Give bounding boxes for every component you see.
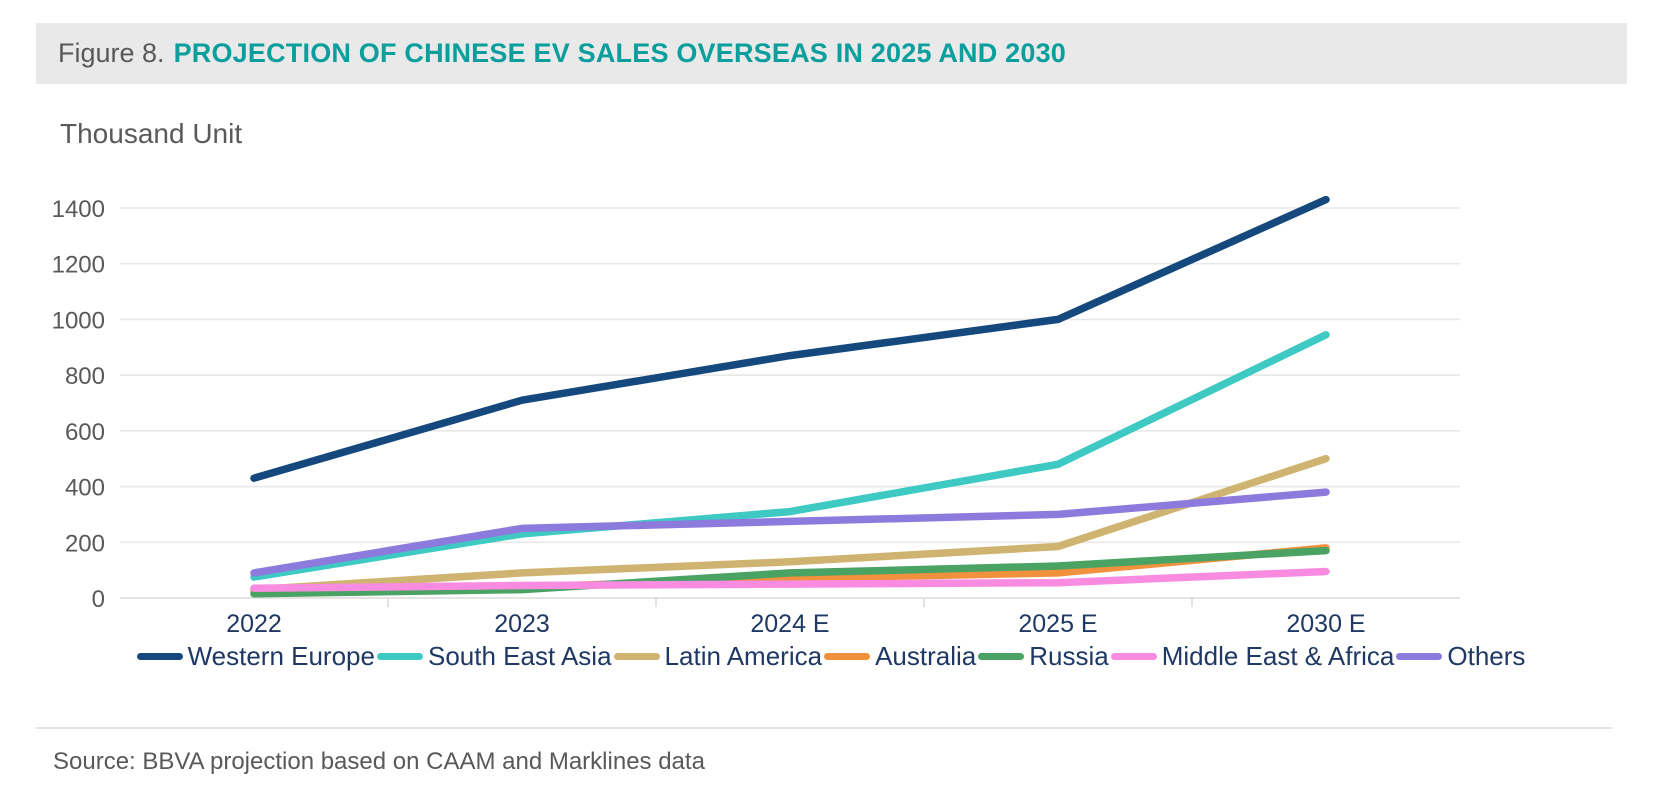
- y-tick-label-200: 200: [65, 530, 105, 557]
- legend-swatch-western-europe: [136, 652, 183, 660]
- legend-swatch-others: [1396, 652, 1443, 660]
- y-tick-label-800: 800: [65, 363, 105, 390]
- source-note: Source: BBVA projection based on CAAM an…: [53, 748, 705, 775]
- legend-label-latin-america: Latin America: [664, 640, 823, 671]
- legend-swatch-middle-east-africa: [1110, 652, 1157, 660]
- legend-swatch-latin-america: [613, 652, 660, 660]
- legend-item-russia: Russia: [978, 640, 1109, 672]
- series-line-russia: [250, 546, 1330, 598]
- legend-item-middle-east-africa: Middle East & Africa: [1110, 640, 1395, 672]
- y-tick-label-1400: 1400: [52, 196, 105, 223]
- footer-divider: [36, 727, 1612, 729]
- series-line-south-east-asia: [250, 331, 1330, 581]
- line-chart: 0 200 400 600 800 1000 1200 1400 2022 2023 2024 E 2…: [52, 195, 1460, 637]
- y-tick-label-400: 400: [65, 475, 105, 502]
- x-axis-label-2024-e: 2024 E: [750, 610, 829, 637]
- legend-label-russia: Russia: [1029, 640, 1109, 671]
- y-axis-unit-label: Thousand Unit: [60, 118, 243, 149]
- legend-label-south-east-asia: South East Asia: [427, 640, 612, 671]
- legend-label-western-europe: Western Europe: [187, 640, 375, 671]
- legend-swatch-australia: [824, 652, 871, 660]
- legend-item-western-europe: Western Europe: [136, 640, 375, 672]
- legend-item-latin-america: Latin America: [613, 640, 823, 672]
- legend-swatch-south-east-asia: [376, 652, 423, 660]
- y-tick-label-600: 600: [65, 419, 105, 446]
- x-axis-label-2023: 2023: [494, 610, 550, 637]
- legend-label-australia: Australia: [875, 640, 977, 671]
- legend-item-south-east-asia: South East Asia: [376, 640, 612, 672]
- figure-title: PROJECTION OF CHINESE EV SALES OVERSEAS …: [173, 38, 1067, 68]
- y-tick-label-0: 0: [92, 586, 105, 613]
- series-line-western-europe: [250, 195, 1330, 482]
- series-line-middle-east-africa: [250, 567, 1330, 593]
- figure-number-label: Figure 8.: [58, 38, 165, 68]
- legend-item-australia: Australia: [824, 641, 976, 672]
- legend-item-others: Others: [1396, 641, 1525, 672]
- legend-label-others: Others: [1447, 640, 1526, 671]
- legend: Western Europe South East Asia Latin Ameri…: [0, 640, 1662, 672]
- y-tick-label-1200: 1200: [52, 252, 105, 279]
- x-axis-label-2025-e: 2025 E: [1018, 610, 1097, 637]
- y-tick-label-1000: 1000: [52, 307, 105, 334]
- x-axis-label-2022: 2022: [226, 610, 282, 637]
- x-axis-label-2030-e: 2030 E: [1286, 610, 1365, 637]
- series-line-latin-america: [250, 454, 1330, 594]
- figure-header: Figure 8. PROJECTION OF CHINESE EV SALES…: [36, 23, 1627, 84]
- legend-label-middle-east-africa: Middle East & Africa: [1161, 640, 1395, 671]
- series-line-others: [250, 488, 1330, 577]
- legend-swatch-russia: [978, 652, 1025, 660]
